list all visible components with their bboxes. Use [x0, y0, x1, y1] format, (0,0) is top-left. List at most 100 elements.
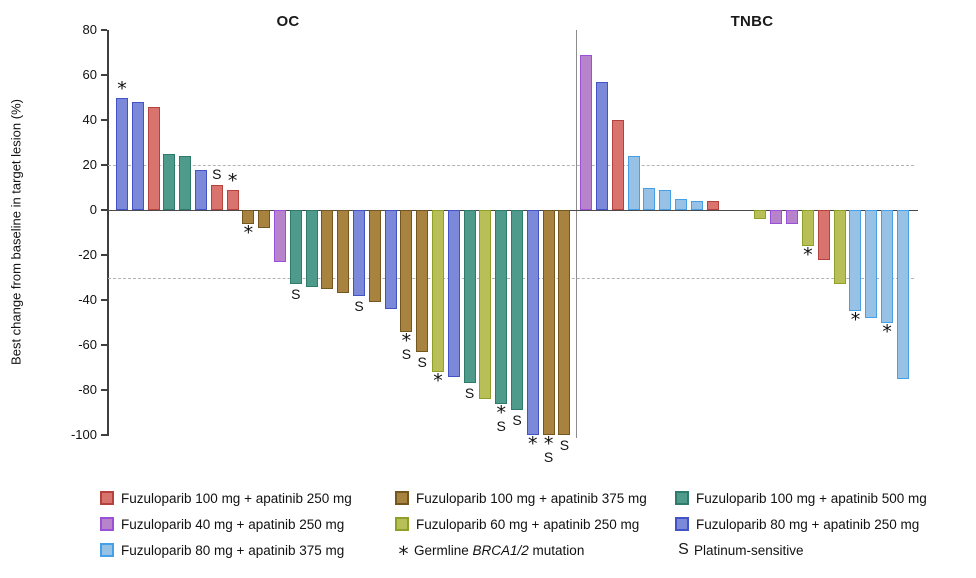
bar-oc-11 — [274, 210, 286, 262]
brca-mutation-asterisk: * — [433, 370, 443, 392]
bar-annotation: S — [291, 287, 300, 302]
bar-tnbc-3 — [611, 120, 624, 210]
bar-oc-25 — [495, 210, 508, 404]
bar-annotation: * S — [402, 331, 412, 362]
brca-mutation-asterisk: * — [882, 320, 892, 343]
y-tick-mark — [101, 299, 107, 301]
legend-swatch-f80a250 — [675, 517, 689, 531]
y-tick-label: 40 — [82, 112, 97, 127]
y-tick-mark — [101, 119, 107, 121]
bar-oc-13 — [305, 210, 318, 287]
bar-tnbc-6 — [659, 189, 672, 210]
bar-annotation: S — [212, 167, 221, 182]
bar-oc-5 — [179, 156, 192, 210]
bar-oc-1 — [116, 97, 128, 210]
bar-annotation: * S — [543, 433, 554, 465]
legend-item-f100a375: Fuzuloparib 100 mg + apatinib 375 mg — [395, 490, 647, 506]
bar-tnbc-8 — [690, 201, 703, 210]
bar-oc-6 — [195, 169, 207, 210]
bar-oc-17 — [368, 210, 381, 303]
legend-swatch-f100a500 — [675, 491, 689, 505]
legend-swatch-f40a250 — [100, 517, 114, 531]
bar-tnbc-1 — [580, 54, 592, 210]
legend-label: Platinum-sensitive — [694, 542, 804, 558]
bar-oc-29 — [558, 210, 571, 435]
y-tick-label: -20 — [78, 247, 97, 262]
y-tick-label: 80 — [82, 22, 97, 37]
platinum-sensitive-flag: S — [512, 412, 522, 429]
brca-mutation-asterisk: * — [227, 169, 238, 192]
legend-item-f80a375: Fuzuloparib 80 mg + apatinib 375 mg — [100, 542, 344, 558]
bar-tnbc-2 — [595, 81, 608, 210]
bar-annotation: S — [465, 386, 474, 401]
bar-annotation: * — [117, 77, 127, 100]
y-tick-label: -60 — [78, 337, 97, 352]
legend-item-platinum: S Platinum-sensitive — [675, 541, 804, 558]
panel-title-tnbc: TNBC — [730, 13, 774, 30]
bar-oc-2 — [131, 102, 144, 210]
brca-mutation-asterisk: * — [117, 77, 127, 100]
legend-swatch-f60a250 — [395, 517, 409, 531]
y-tick-label: 60 — [82, 67, 97, 82]
brca-mutation-asterisk: * — [496, 401, 506, 424]
bar-annotation: S — [354, 297, 364, 314]
legend-item-f100a500: Fuzuloparib 100 mg + apatinib 500 mg — [675, 490, 927, 506]
platinum-sensitive-flag: S — [543, 449, 554, 465]
y-axis-line — [107, 30, 109, 436]
platinum-sensitive-flag: S — [291, 286, 301, 303]
bar-oc-14 — [321, 210, 334, 289]
bar-oc-8 — [226, 189, 239, 210]
bar-tnbc-15 — [801, 210, 814, 246]
legend-label: Fuzuloparib 60 mg + apatinib 250 mg — [416, 516, 640, 532]
bar-oc-15 — [337, 210, 350, 294]
legend-item-f60a250: Fuzuloparib 60 mg + apatinib 250 mg — [395, 516, 639, 532]
bar-annotation: * — [528, 435, 538, 454]
plot-area: * S * * S S * S S * S * S S * * S S * * * — [108, 30, 918, 465]
y-axis-label: Best change from baseline in target lesi… — [8, 99, 24, 365]
bar-oc-20 — [416, 210, 429, 352]
panel-title-oc: OC — [276, 13, 300, 30]
y-tick-mark — [101, 254, 107, 256]
bar-tnbc-12 — [754, 210, 767, 219]
legend-label: Fuzuloparib 100 mg + apatinib 375 mg — [416, 490, 647, 506]
bar-annotation: S — [418, 354, 427, 370]
y-tick-mark — [101, 209, 107, 211]
bar-tnbc-16 — [817, 210, 830, 260]
legend-item-f80a250: Fuzuloparib 80 mg + apatinib 250 mg — [675, 516, 919, 532]
brca-mutation-asterisk: * — [543, 433, 554, 455]
reference-line-20 — [108, 165, 914, 166]
legend-swatch-f80a375 — [100, 543, 114, 557]
bar-oc-3 — [147, 106, 160, 210]
y-tick-mark — [101, 74, 107, 76]
bar-tnbc-13 — [770, 210, 783, 224]
bar-oc-27 — [526, 210, 539, 435]
bar-oc-18 — [384, 210, 397, 309]
platinum-sensitive-flag: S — [464, 385, 475, 402]
bar-annotation: * — [882, 320, 892, 343]
brca-mutation-asterisk: * — [243, 221, 254, 244]
legend-item-f100a250: Fuzuloparib 100 mg + apatinib 250 mg — [100, 490, 352, 506]
y-tick-mark — [101, 344, 107, 346]
y-tick-label: 0 — [89, 202, 97, 217]
bar-tnbc-17 — [833, 210, 846, 285]
bar-oc-24 — [479, 210, 492, 399]
bar-oc-10 — [258, 210, 271, 228]
y-tick-mark — [101, 389, 107, 391]
y-tick-mark — [101, 164, 107, 166]
platinum-sensitive-flag: S — [354, 297, 364, 314]
legend-label: Fuzuloparib 100 mg + apatinib 250 mg — [121, 490, 352, 506]
bar-oc-26 — [511, 210, 523, 411]
bar-oc-22 — [447, 210, 460, 377]
platinum-sensitive-flag: S — [212, 166, 222, 183]
y-tick-label: 20 — [82, 157, 97, 172]
s-symbol: S — [678, 541, 689, 558]
bar-tnbc-21 — [897, 210, 909, 379]
bar-oc-21 — [432, 210, 444, 372]
bar-oc-16 — [353, 210, 365, 296]
asterisk-symbol: * — [398, 542, 409, 566]
bar-oc-23 — [463, 210, 476, 384]
legend-label: Fuzuloparib 100 mg + apatinib 500 mg — [696, 490, 927, 506]
bar-annotation: S — [512, 413, 521, 428]
legend-label: Fuzuloparib 40 mg + apatinib 250 mg — [121, 516, 345, 532]
